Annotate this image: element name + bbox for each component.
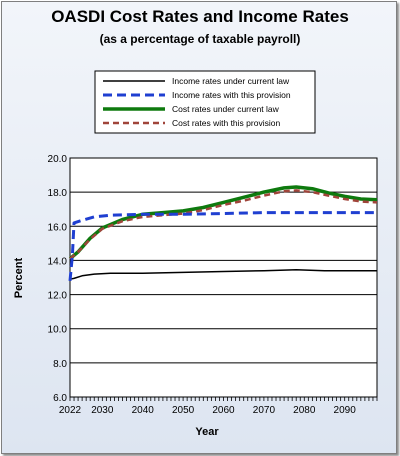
y-tick-label: 20.0 <box>48 154 68 165</box>
legend-label: Cost rates with this provision <box>172 118 280 128</box>
legend: Income rates under current law Income rat… <box>94 70 316 134</box>
x-tick-label: 2050 <box>172 405 195 416</box>
y-tick-label: 8.0 <box>53 359 67 370</box>
chart-title: OASDI Cost Rates and Income Rates <box>51 7 349 26</box>
legend-label: Income rates under current law <box>172 76 290 86</box>
x-tick-label: 2090 <box>334 405 357 416</box>
series-line-2 <box>68 211 377 282</box>
x-tick-label: 2080 <box>293 405 316 416</box>
chart-subtitle: (as a percentage of taxable payroll) <box>99 32 301 46</box>
y-tick-label: 10.0 <box>48 325 68 336</box>
x-tick-label: 2022 <box>59 405 82 416</box>
series-line-4 <box>69 189 378 260</box>
y-tick-label: 14.0 <box>48 256 68 267</box>
series-line-1 <box>69 269 377 280</box>
x-tick-label: 2040 <box>132 405 155 416</box>
y-tick-label: 18.0 <box>48 188 68 199</box>
y-tick-label: 6.0 <box>53 393 67 404</box>
y-tick-label: 12.0 <box>48 291 68 302</box>
y-tick-label: 16.0 <box>48 222 68 233</box>
legend-label: Income rates with this provision <box>172 90 291 100</box>
legend-label: Cost rates under current law <box>172 104 280 114</box>
x-tick-label: 2060 <box>212 405 235 416</box>
x-tick-label: 2070 <box>253 405 276 416</box>
y-axis-label: Percent <box>13 257 25 298</box>
x-tick-label: 2030 <box>91 405 114 416</box>
plot-area <box>69 157 378 398</box>
x-axis-label: Year <box>195 426 219 438</box>
